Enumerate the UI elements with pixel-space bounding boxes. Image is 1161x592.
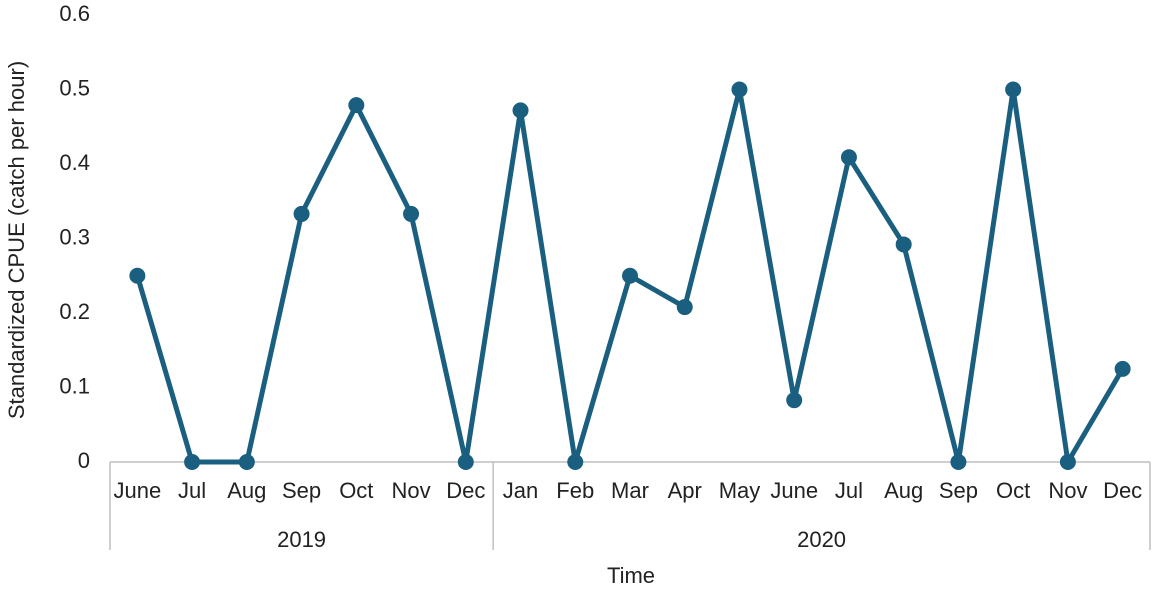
y-axis-title: Standardized CPUE (catch per hour) [4,61,29,419]
marker [1005,81,1022,98]
group-label: 2020 [797,527,846,552]
marker [840,149,857,166]
x-tick-label: May [719,478,761,503]
marker [950,454,967,470]
y-tick-label: 0.3 [59,224,90,249]
x-tick-label: Sep [939,478,978,503]
x-tick-label: June [114,478,162,503]
group-label: 2019 [277,527,326,552]
y-tick-label: 0 [78,448,90,473]
x-tick-label: Nov [391,478,430,503]
marker [348,97,365,114]
marker [786,392,803,409]
x-tick-label: Aug [227,478,266,503]
y-tick-label: 0.6 [59,1,90,26]
x-tick-label: Dec [446,478,485,503]
marker [1059,454,1076,470]
marker [512,102,529,119]
marker [1114,360,1131,377]
marker [238,454,255,470]
x-tick-label: Nov [1048,478,1087,503]
marker [129,267,146,284]
y-tick-label: 0.2 [59,299,90,324]
marker [895,236,912,253]
marker [457,454,474,470]
x-tick-label: June [770,478,818,503]
y-tick-label: 0.5 [59,75,90,100]
marker [184,454,201,470]
marker [403,205,420,222]
y-tick-label: 0.1 [59,373,90,398]
x-tick-label: Feb [556,478,594,503]
x-tick-label: Jul [835,478,863,503]
x-tick-label: Oct [339,478,373,503]
marker [622,267,638,284]
x-tick-label: Jan [503,478,538,503]
x-tick-label: Sep [282,478,321,503]
x-tick-label: Jul [178,478,206,503]
marker [731,81,748,98]
x-tick-label: Dec [1103,478,1142,503]
x-tick-label: Apr [668,478,702,503]
x-tick-label: Aug [884,478,923,503]
x-tick-label: Mar [611,478,649,503]
marker [567,454,584,470]
marker [676,299,693,316]
y-tick-label: 0.4 [59,150,90,175]
marker [293,205,310,222]
x-tick-label: Oct [996,478,1030,503]
x-axis-title: Time [607,563,655,588]
